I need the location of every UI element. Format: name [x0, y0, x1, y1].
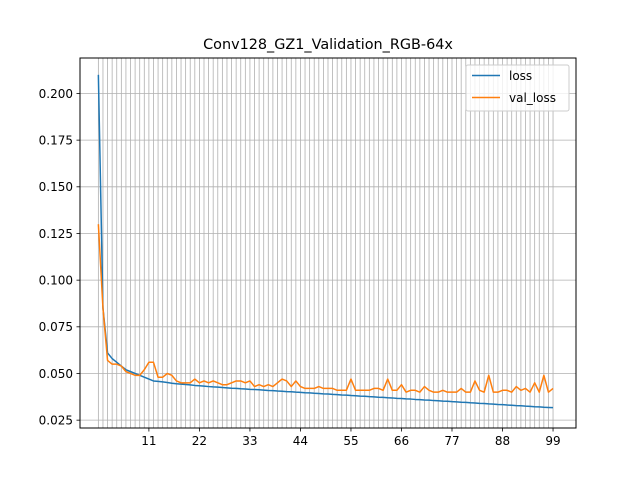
x-tick-label: 66 [394, 434, 409, 448]
y-tick-label: 0.150 [39, 180, 73, 194]
chart-title: Conv128_GZ1_Validation_RGB-64x [203, 37, 453, 53]
x-tick-label: 77 [444, 434, 459, 448]
legend: loss val_loss [465, 64, 570, 112]
y-tick-label: 0.050 [39, 367, 73, 381]
legend-label-loss: loss [509, 69, 532, 83]
series-line-val-loss [97, 224, 554, 393]
axis-ticks: 0.025 0.050 0.075 0.100 0.125 0.150 0.175 0.200… [39, 87, 561, 448]
y-tick-label: 0.200 [39, 87, 73, 101]
legend-label-val-loss: val_loss [509, 91, 556, 105]
y-tick-label: 0.175 [39, 133, 73, 147]
x-tick-label: 33 [242, 434, 257, 448]
x-tick-label: 99 [545, 434, 560, 448]
x-tick-label: 11 [141, 434, 156, 448]
y-tick-label: 0.100 [39, 273, 73, 287]
legend-box [465, 64, 570, 112]
y-tick-label: 0.075 [39, 320, 73, 334]
x-tick-label: 55 [343, 434, 358, 448]
x-tick-label: 44 [293, 434, 308, 448]
x-tick-label: 22 [192, 434, 207, 448]
grid [80, 58, 576, 428]
x-tick-label: 88 [495, 434, 510, 448]
y-tick-label: 0.025 [39, 413, 73, 427]
y-tick-label: 0.125 [39, 227, 73, 241]
series-lines [97, 74, 554, 409]
plot-area-frame [79, 57, 577, 429]
series-line-loss [97, 74, 554, 409]
